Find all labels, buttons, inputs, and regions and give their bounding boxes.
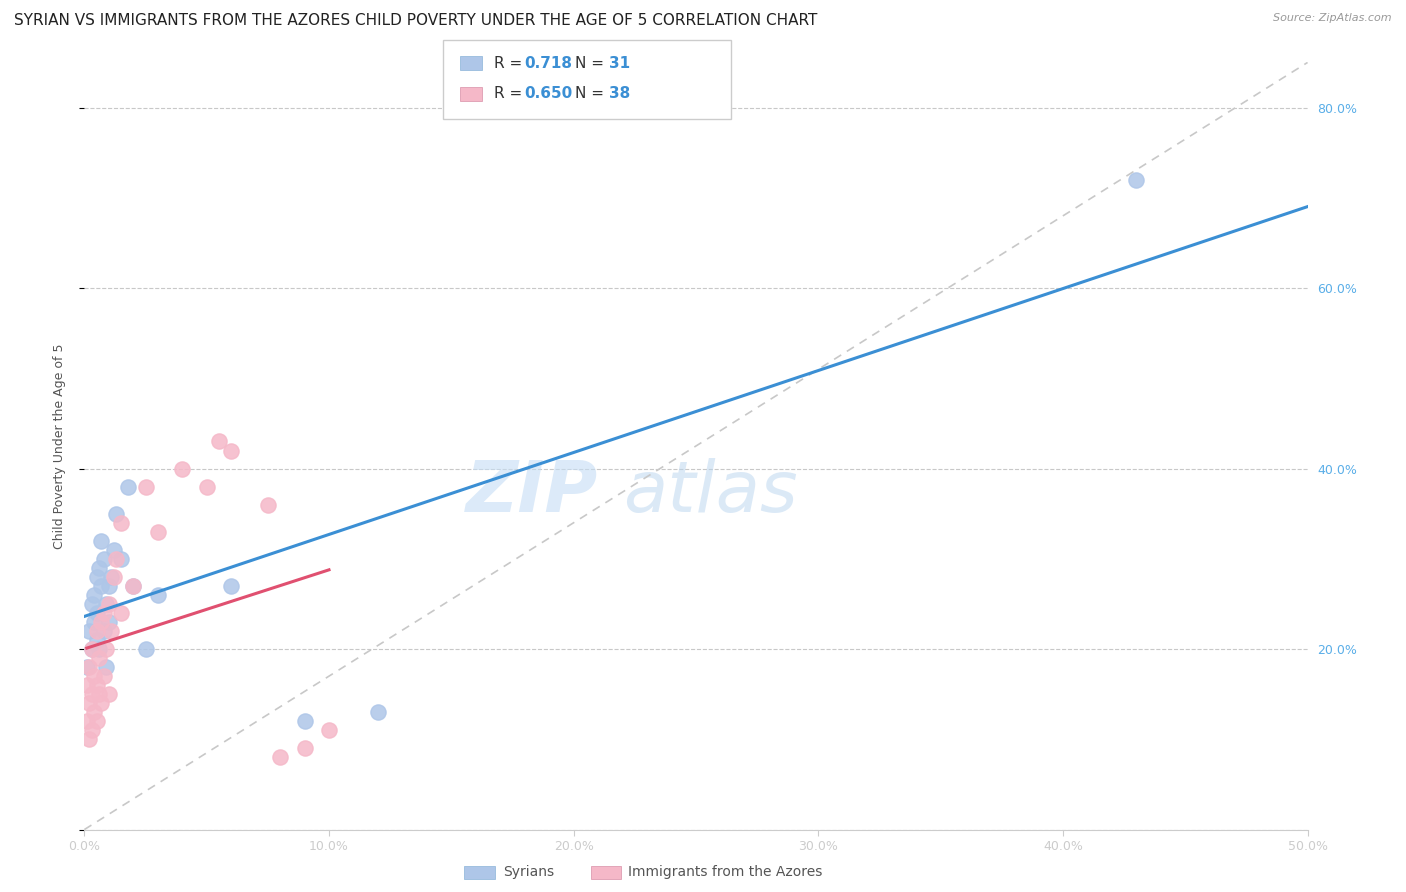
Point [122,579,145,593]
Point [77,624,100,638]
Point [294,714,316,729]
Point [105,551,128,566]
Point [117,480,139,494]
Point [83,588,105,602]
Point [195,480,218,494]
Text: N =: N = [575,87,609,101]
Point [76,678,98,692]
Point [86,606,108,620]
Point [110,551,132,566]
Point [93,624,115,638]
Point [96,660,118,674]
Text: R =: R = [494,87,527,101]
Point [86,570,108,584]
Point [83,615,105,629]
Point [87,651,110,665]
Text: ZIP: ZIP [465,458,598,526]
Point [76,660,98,674]
Point [76,714,98,729]
Point [80,642,103,657]
Point [93,669,115,683]
Point [294,741,316,756]
Point [80,642,103,657]
Point [367,705,389,719]
Point [146,588,169,602]
Point [318,723,340,738]
Point [90,696,112,710]
Text: Syrians: Syrians [503,865,554,880]
Point [97,579,120,593]
Point [269,750,291,764]
Point [93,551,115,566]
Point [96,597,118,611]
Point [90,579,112,593]
Point [257,498,280,512]
Point [219,443,242,458]
Text: SYRIAN VS IMMIGRANTS FROM THE AZORES CHILD POVERTY UNDER THE AGE OF 5 CORRELATIO: SYRIAN VS IMMIGRANTS FROM THE AZORES CHI… [14,13,817,29]
Point [1125,173,1147,187]
Text: 38: 38 [609,87,630,101]
Point [80,687,103,701]
Text: 0.650: 0.650 [524,87,572,101]
Point [97,615,120,629]
Text: 0.718: 0.718 [524,56,572,70]
Point [172,461,194,475]
Point [135,642,157,657]
Point [110,606,132,620]
Text: R =: R = [494,56,527,70]
Point [87,642,110,657]
Point [86,624,108,638]
Point [135,480,157,494]
Point [86,678,108,692]
Point [146,524,169,539]
Point [80,723,103,738]
Point [97,597,120,611]
Text: 31: 31 [609,56,630,70]
Y-axis label: Child Poverty Under the Age of 5: Child Poverty Under the Age of 5 [53,343,66,549]
Point [77,660,100,674]
Point [80,597,103,611]
Point [122,579,145,593]
Point [96,642,118,657]
Point [219,579,242,593]
Text: Source: ZipAtlas.com: Source: ZipAtlas.com [1274,13,1392,23]
Point [100,624,122,638]
Point [77,696,100,710]
Point [103,542,125,557]
Point [100,570,122,584]
Point [93,606,115,620]
Point [103,570,125,584]
Text: Immigrants from the Azores: Immigrants from the Azores [628,865,823,880]
Point [77,732,100,747]
Point [86,633,108,648]
Point [110,516,132,530]
Point [97,687,120,701]
Point [105,507,128,521]
Point [86,714,108,729]
Text: atlas: atlas [623,458,797,526]
Point [90,615,112,629]
Point [83,669,105,683]
Point [90,533,112,548]
Point [87,561,110,575]
Point [83,705,105,719]
Text: N =: N = [575,56,609,70]
Point [208,434,231,449]
Point [87,687,110,701]
